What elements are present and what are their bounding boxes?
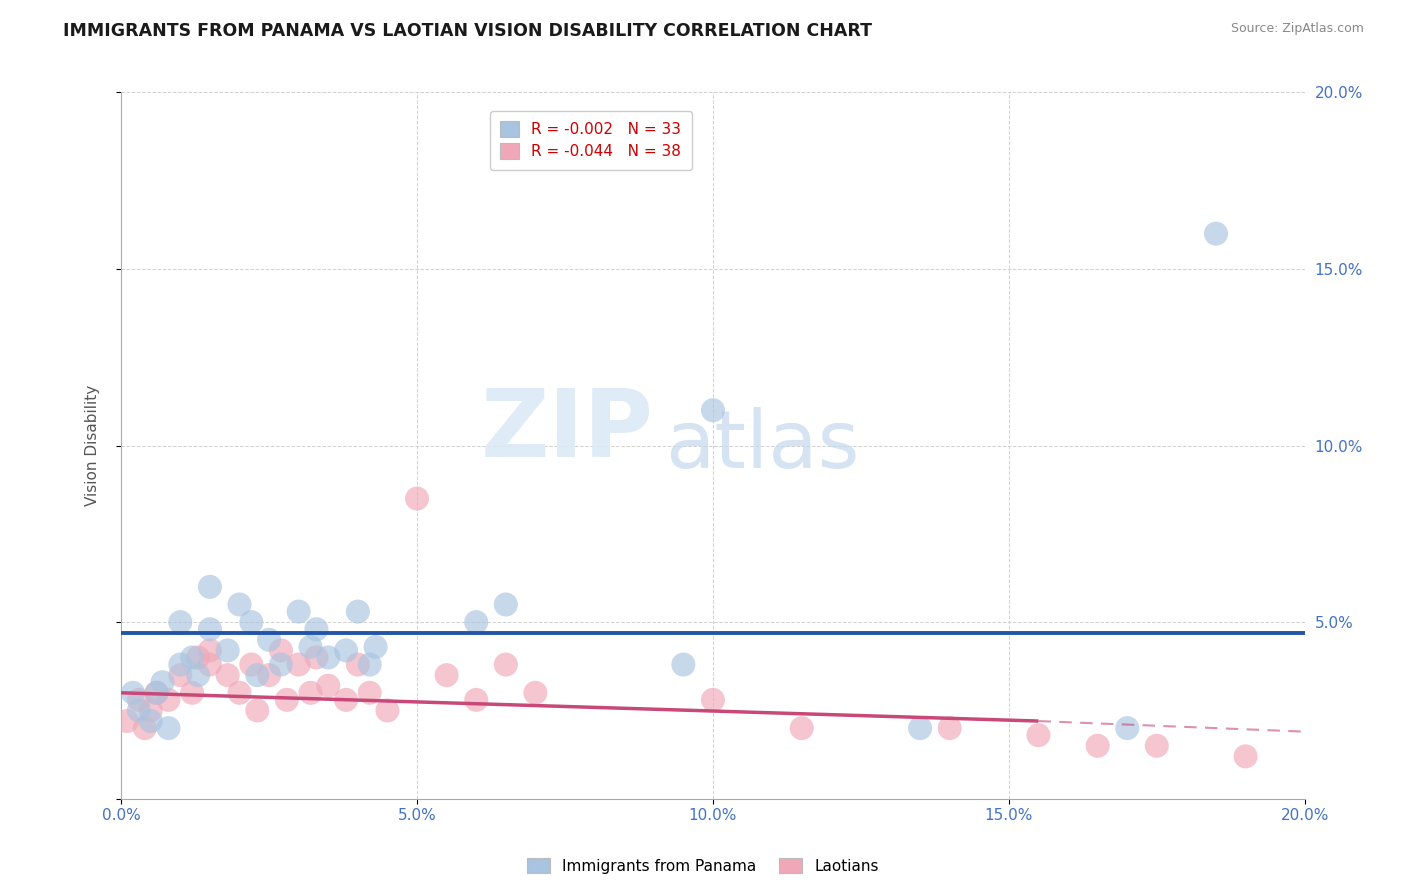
Point xyxy=(938,721,960,735)
Point xyxy=(406,491,429,506)
Point xyxy=(228,598,250,612)
Point xyxy=(217,668,239,682)
Point xyxy=(1205,227,1227,241)
Point xyxy=(305,622,328,636)
Point xyxy=(228,686,250,700)
Point xyxy=(347,657,370,672)
Point xyxy=(122,686,145,700)
Point xyxy=(347,605,370,619)
Y-axis label: Vision Disability: Vision Disability xyxy=(86,385,100,506)
Point xyxy=(316,650,339,665)
Point xyxy=(128,703,150,717)
Point xyxy=(157,721,180,735)
Point xyxy=(276,693,298,707)
Point xyxy=(240,657,263,672)
Point xyxy=(495,598,517,612)
Point xyxy=(198,622,221,636)
Point xyxy=(246,703,269,717)
Point xyxy=(187,668,209,682)
Point xyxy=(198,643,221,657)
Point xyxy=(335,693,357,707)
Legend: R = -0.002   N = 33, R = -0.044   N = 38: R = -0.002 N = 33, R = -0.044 N = 38 xyxy=(489,111,692,170)
Point xyxy=(139,714,162,728)
Point xyxy=(908,721,931,735)
Point xyxy=(287,657,309,672)
Point xyxy=(240,615,263,629)
Text: atlas: atlas xyxy=(665,407,860,484)
Point xyxy=(257,668,280,682)
Point xyxy=(181,650,204,665)
Point xyxy=(1028,728,1050,742)
Point xyxy=(1234,749,1257,764)
Point xyxy=(465,615,488,629)
Legend: Immigrants from Panama, Laotians: Immigrants from Panama, Laotians xyxy=(520,852,886,880)
Point xyxy=(145,686,167,700)
Point xyxy=(187,650,209,665)
Point xyxy=(495,657,517,672)
Point xyxy=(115,714,138,728)
Point xyxy=(335,643,357,657)
Point xyxy=(181,686,204,700)
Point xyxy=(364,640,387,654)
Point xyxy=(257,632,280,647)
Point xyxy=(128,693,150,707)
Point xyxy=(139,703,162,717)
Point xyxy=(169,615,191,629)
Point xyxy=(134,721,156,735)
Point xyxy=(1116,721,1139,735)
Point xyxy=(790,721,813,735)
Point xyxy=(287,605,309,619)
Point xyxy=(246,668,269,682)
Point xyxy=(299,640,322,654)
Point xyxy=(198,657,221,672)
Point xyxy=(270,657,292,672)
Text: Source: ZipAtlas.com: Source: ZipAtlas.com xyxy=(1230,22,1364,36)
Point xyxy=(305,650,328,665)
Point xyxy=(359,657,381,672)
Point xyxy=(145,686,167,700)
Point xyxy=(152,675,174,690)
Point xyxy=(1146,739,1168,753)
Point xyxy=(1087,739,1109,753)
Point xyxy=(436,668,458,682)
Point xyxy=(299,686,322,700)
Point xyxy=(359,686,381,700)
Point xyxy=(217,643,239,657)
Text: ZIP: ZIP xyxy=(481,385,654,477)
Point xyxy=(465,693,488,707)
Text: IMMIGRANTS FROM PANAMA VS LAOTIAN VISION DISABILITY CORRELATION CHART: IMMIGRANTS FROM PANAMA VS LAOTIAN VISION… xyxy=(63,22,872,40)
Point xyxy=(270,643,292,657)
Point xyxy=(702,403,724,417)
Point xyxy=(169,668,191,682)
Point xyxy=(702,693,724,707)
Point xyxy=(157,693,180,707)
Point xyxy=(377,703,399,717)
Point xyxy=(524,686,547,700)
Point xyxy=(198,580,221,594)
Point xyxy=(672,657,695,672)
Point xyxy=(169,657,191,672)
Point xyxy=(316,679,339,693)
